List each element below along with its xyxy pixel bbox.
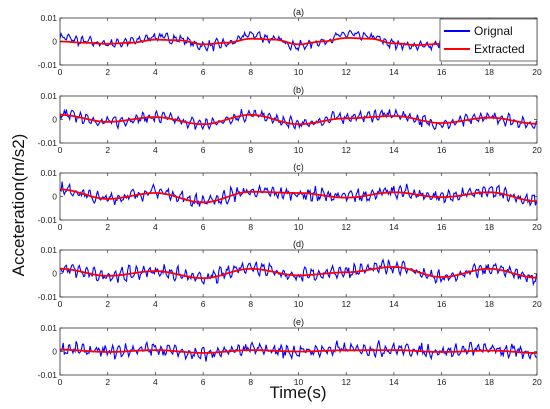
panel-label: (e) xyxy=(293,317,304,327)
x-tick-label: 18 xyxy=(485,67,495,77)
x-tick-label: 20 xyxy=(532,222,542,232)
series-extracted-line xyxy=(60,37,442,46)
panel-4: (d)0 2 4 6 8 10 12 14 16 18 200.010-0.01 xyxy=(38,239,542,309)
x-tick-label: 20 xyxy=(532,67,542,77)
x-tick-label: 12 xyxy=(341,67,351,77)
y-tick-label: 0 xyxy=(52,115,57,125)
y-tick-label: 0 xyxy=(52,37,57,47)
x-tick-label: 14 xyxy=(389,222,399,232)
x-tick-label: 6 xyxy=(201,67,206,77)
x-tick-label: 8 xyxy=(248,377,253,387)
y-tick-label: 0 xyxy=(52,192,57,202)
x-tick-label: 20 xyxy=(532,145,542,155)
x-tick-label: 8 xyxy=(248,222,253,232)
x-tick-label: 12 xyxy=(341,299,351,309)
y-tick-label: -0.01 xyxy=(38,138,58,148)
x-tick-label: 6 xyxy=(201,145,206,155)
series-extracted-line xyxy=(60,188,537,204)
x-tick-label: 16 xyxy=(437,222,447,232)
panel-label: (b) xyxy=(293,85,304,95)
x-tick-label: 12 xyxy=(341,377,351,387)
x-tick-label: 4 xyxy=(153,67,158,77)
x-tick-label: 6 xyxy=(201,222,206,232)
legend-label-extracted: Extracted xyxy=(474,42,525,56)
y-tick-label: 0.01 xyxy=(40,13,57,23)
y-tick-label: 0.01 xyxy=(40,91,57,101)
y-tick-label: 0.01 xyxy=(40,168,57,178)
series-extracted-line xyxy=(60,113,537,126)
legend-label-orignal: Orignal xyxy=(474,24,513,38)
x-tick-label: 14 xyxy=(389,299,399,309)
series-orignal-line xyxy=(60,258,537,287)
x-tick-label: 4 xyxy=(153,145,158,155)
x-tick-label: 2 xyxy=(105,145,110,155)
x-tick-label: 8 xyxy=(248,145,253,155)
y-tick-label: 0 xyxy=(52,347,57,357)
x-tick-label: 8 xyxy=(248,299,253,309)
x-tick-label: 16 xyxy=(437,299,447,309)
x-tick-label: 0 xyxy=(58,222,63,232)
x-tick-label: 12 xyxy=(341,145,351,155)
x-tick-label: 0 xyxy=(58,377,63,387)
panel-label: (d) xyxy=(293,239,304,249)
x-tick-label: 10 xyxy=(294,377,304,387)
x-tick-label: 0 xyxy=(58,299,63,309)
panels: (a)0 2 4 6 8 10 12 14 16 18 200.010-0.01(b)0 2 4 6 8 10… xyxy=(38,7,542,387)
panel-label: (a) xyxy=(293,7,304,17)
x-tick-label: 8 xyxy=(248,67,253,77)
x-tick-label: 16 xyxy=(437,67,447,77)
series-extracted-line xyxy=(60,265,537,280)
y-tick-label: -0.01 xyxy=(38,292,58,302)
x-tick-label: 10 xyxy=(294,67,304,77)
y-tick-label: -0.01 xyxy=(38,370,58,380)
x-tick-label: 20 xyxy=(532,299,542,309)
x-tick-label: 18 xyxy=(485,222,495,232)
x-tick-label: 12 xyxy=(341,222,351,232)
x-tick-label: 2 xyxy=(105,222,110,232)
panel-label: (c) xyxy=(293,162,304,172)
legend: Orignal Extracted xyxy=(439,18,538,62)
x-tick-label: 2 xyxy=(105,67,110,77)
x-tick-label: 2 xyxy=(105,299,110,309)
panel-3: (c)0 2 4 6 8 10 12 14 16 18 200.010-0.01 xyxy=(38,162,542,232)
x-tick-label: 16 xyxy=(437,145,447,155)
x-tick-label: 10 xyxy=(294,222,304,232)
x-tick-label: 6 xyxy=(201,299,206,309)
x-tick-label: 18 xyxy=(485,377,495,387)
y-tick-label: -0.01 xyxy=(38,215,58,225)
y-tick-label: 0.01 xyxy=(40,323,57,333)
x-tick-label: 4 xyxy=(153,299,158,309)
x-tick-label: 4 xyxy=(153,377,158,387)
x-tick-label: 0 xyxy=(58,67,63,77)
legend-box xyxy=(439,18,538,62)
x-tick-label: 14 xyxy=(389,67,399,77)
y-axis-label: Acceteration(m/s2) xyxy=(9,134,28,277)
x-tick-label: 10 xyxy=(294,299,304,309)
x-tick-label: 0 xyxy=(58,145,63,155)
panel-5: (e)0 2 4 6 8 10 12 14 16 18 200.010-0.01 xyxy=(38,317,542,387)
x-tick-label: 4 xyxy=(153,222,158,232)
x-tick-label: 16 xyxy=(437,377,447,387)
x-tick-label: 10 xyxy=(294,145,304,155)
x-tick-label: 18 xyxy=(485,299,495,309)
x-tick-label: 2 xyxy=(105,377,110,387)
x-tick-label: 6 xyxy=(201,377,206,387)
series-extracted-line xyxy=(60,348,537,354)
x-axis-label: Time(s) xyxy=(270,383,327,402)
x-tick-label: 14 xyxy=(389,377,399,387)
x-tick-label: 14 xyxy=(389,145,399,155)
y-tick-label: 0.01 xyxy=(40,245,57,255)
x-tick-label: 20 xyxy=(532,377,542,387)
y-tick-label: 0 xyxy=(52,269,57,279)
panel-2: (b)0 2 4 6 8 10 12 14 16 18 200.010-0.01 xyxy=(38,85,542,155)
x-tick-label: 18 xyxy=(485,145,495,155)
y-tick-label: -0.01 xyxy=(38,60,58,70)
